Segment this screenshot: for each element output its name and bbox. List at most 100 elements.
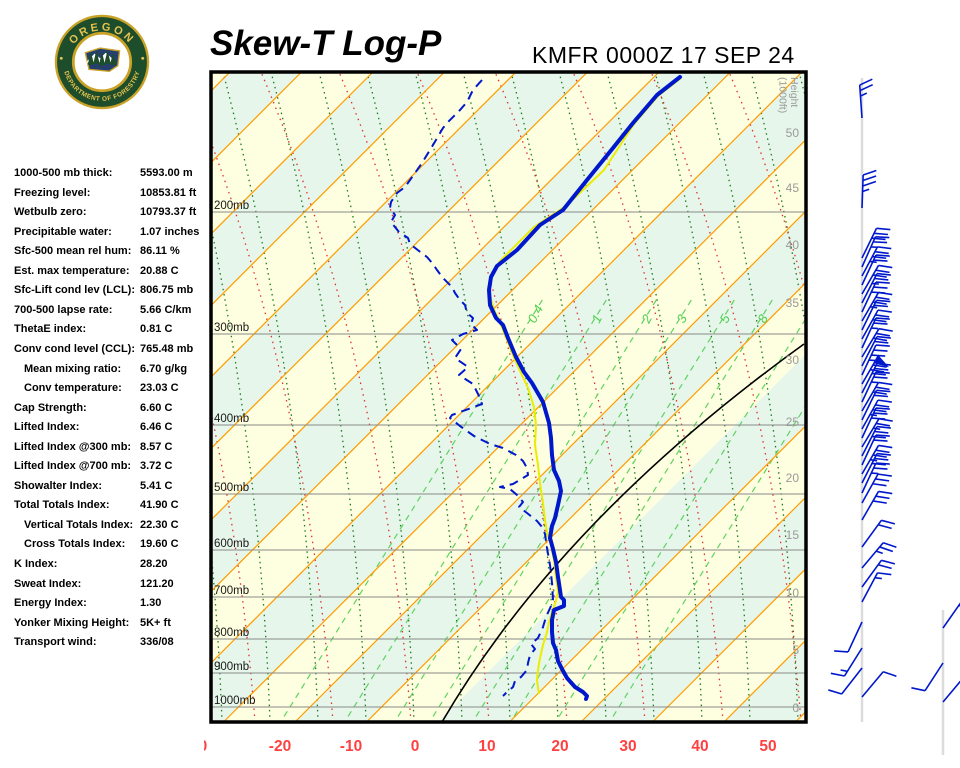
svg-text:1000mb: 1000mb: [214, 695, 256, 707]
wind-barb: [861, 670, 897, 698]
svg-text:700mb: 700mb: [214, 585, 249, 597]
stat-label: Lifted Index:: [14, 421, 80, 434]
stat-label: Lifted Index @300 mb:: [14, 440, 132, 453]
stat-label: K Index:: [14, 558, 58, 570]
stat-value: 6.46 C: [140, 421, 173, 434]
wind-barb: [861, 344, 890, 376]
stat-value: 86.11 %: [140, 245, 180, 258]
stat-row: Showalter Index: 5.41 C: [0, 480, 205, 498]
svg-text:40: 40: [691, 738, 708, 755]
wind-barb: [861, 272, 891, 304]
plot-area: 0.4 1 2 3 5 8200mb300mb400mb500mb600mb700mb80…: [211, 72, 806, 722]
wind-barb: [861, 473, 892, 504]
svg-text:500mb: 500mb: [214, 482, 249, 494]
stat-value: 121.20: [140, 577, 174, 590]
svg-text:0.4: 0.4: [524, 302, 546, 325]
svg-text:20: 20: [786, 471, 800, 485]
wind-barb: [861, 169, 877, 209]
svg-text:600mb: 600mb: [214, 538, 249, 550]
plot-border: [209, 70, 808, 724]
stat-value: 23.03 C: [140, 382, 179, 395]
stat-value: 10793.37 ft: [140, 206, 197, 219]
stat-row: 1000-500 mb thick: 5593.00 m: [0, 167, 205, 185]
station-datetime-title: KMFR 0000Z 17 SEP 24: [532, 42, 795, 68]
wind-barb: [861, 362, 891, 394]
isotherm-bands: [211, 72, 806, 722]
wind-barb: [861, 452, 891, 484]
logo-right-ornament: [141, 56, 145, 60]
stat-row: Sfc-Lift cond lev (LCL): 806.75 mb: [0, 284, 205, 302]
stat-label: 1000-500 mb thick:: [14, 167, 113, 179]
stat-label: Est. max temperature:: [14, 264, 130, 277]
wind-barb: [861, 254, 890, 286]
svg-text:15: 15: [786, 528, 800, 542]
svg-text:50: 50: [786, 126, 800, 140]
stat-label: Sfc-500 mean rel hum:: [14, 245, 132, 258]
stat-label: Sfc-Lift cond lev (LCL):: [14, 284, 135, 297]
stat-row: Lifted Index @700 mb: 3.72 C: [0, 460, 205, 478]
stat-value: 336/08: [140, 636, 174, 649]
wind-barb: [861, 299, 891, 331]
stat-row: Total Totals Index: 41.90 C: [0, 499, 205, 517]
stat-label: Energy Index:: [14, 597, 87, 610]
stat-row: Lifted Index @300 mb: 8.57 C: [0, 441, 205, 459]
stat-label: Precipitable water:: [14, 225, 112, 238]
stat-value: 22.30 C: [140, 518, 179, 531]
isotherms: [211, 72, 806, 722]
stat-value: 5K+ ft: [140, 616, 171, 629]
svg-text:-20: -20: [269, 738, 291, 755]
stat-row: Energy Index: 1.30: [0, 597, 205, 615]
wind-barb-panel: [828, 78, 960, 755]
wind-barb: [861, 425, 891, 457]
stat-value: 765.48 mb: [140, 342, 194, 355]
logo-trees: [87, 49, 117, 66]
stat-row: Sfc-500 mean rel hum: 86.11 %: [0, 245, 205, 263]
stat-row: Lifted Index: 6.46 C: [0, 421, 205, 439]
stat-value: 6.60 C: [140, 401, 173, 414]
stat-value: 10853.81 ft: [140, 186, 197, 199]
svg-text:50: 50: [759, 738, 776, 755]
stat-row: Yonker Mixing Height: 5K+ ft: [0, 617, 205, 635]
wind-barb: [861, 371, 890, 403]
stat-value: 20.88 C: [140, 264, 179, 277]
svg-text:30: 30: [786, 353, 800, 367]
stat-label: Total Totals Index:: [14, 499, 110, 512]
stat-row: ThetaE index: 0.81 C: [0, 323, 205, 341]
stat-label: ThetaE index:: [14, 323, 87, 336]
stat-label: Cross Totals Index:: [24, 538, 126, 551]
svg-text:45: 45: [786, 181, 800, 195]
mixing-ratio-lines: [280, 299, 806, 722]
stat-row: Cap Strength: 6.60 C: [0, 402, 205, 420]
svg-text:800mb: 800mb: [214, 627, 249, 639]
stat-row: Vertical Totals Index: 22.30 C: [0, 519, 205, 537]
stat-value: 3.72 C: [140, 460, 173, 473]
wind-barb: [858, 78, 874, 119]
stat-label: Sweat Index:: [14, 577, 82, 590]
stat-row: Mean mixing ratio: 6.70 g/kg: [0, 363, 205, 381]
stat-label: Showalter Index:: [14, 479, 103, 492]
stat-label: Mean mixing ratio:: [24, 362, 122, 375]
svg-text:25: 25: [786, 415, 800, 429]
wind-barb: [861, 317, 890, 349]
wind-barb: [861, 519, 896, 548]
svg-text:10: 10: [786, 586, 800, 600]
page-title: Skew-T Log-P: [210, 24, 442, 63]
stat-label: Yonker Mixing Height:: [14, 616, 130, 629]
sounding-stats-panel: 1000-500 mb thick: 5593.00 m Freezing leve…: [0, 0, 205, 768]
stat-value: 5.66 C/km: [140, 303, 192, 316]
stat-value: 6.70 g/kg: [140, 362, 188, 375]
pressure-labels: 200mb 300mb 400mb 500mb 600mb 700mb 800mb 900mb…: [214, 200, 256, 707]
svg-text:200mb: 200mb: [214, 200, 249, 212]
wetbulb-trace: [487, 77, 682, 695]
svg-text:900mb: 900mb: [214, 661, 249, 673]
svg-text:10: 10: [478, 738, 495, 755]
stat-row: Conv temperature: 23.03 C: [0, 382, 205, 400]
stat-row: Transport wind: 336/08: [0, 636, 205, 654]
stat-label: Conv temperature:: [24, 382, 122, 395]
svg-text:5: 5: [792, 643, 799, 657]
svg-text:-10: -10: [340, 738, 362, 755]
stat-label: Lifted Index @700 mb:: [14, 460, 132, 473]
svg-text:35: 35: [786, 296, 800, 310]
